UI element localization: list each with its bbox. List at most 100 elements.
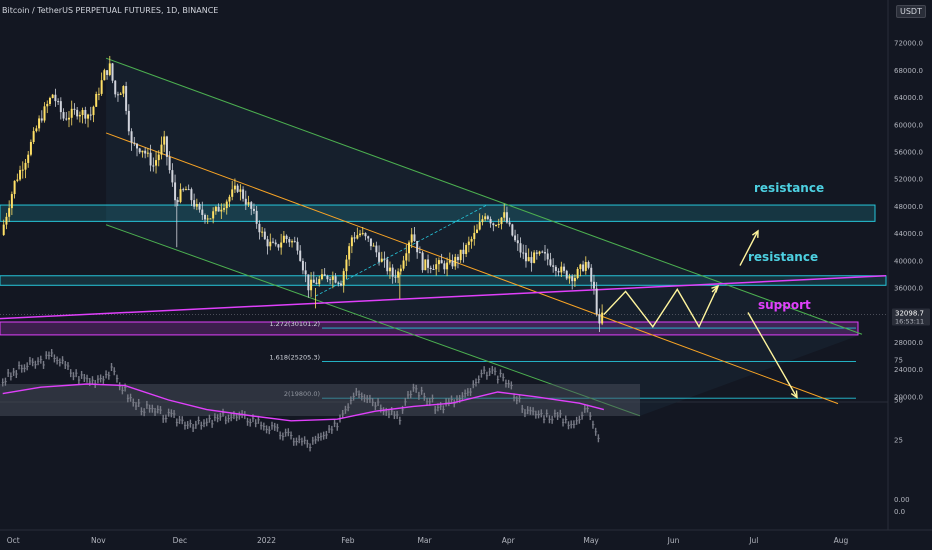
projection-path [603,285,719,329]
candle-down [138,148,141,153]
candle-down [125,86,128,111]
candle-down [546,253,549,260]
candle-up [500,217,503,225]
price-axis-label: 56000.0 [894,149,923,157]
candle-down [563,266,566,271]
candle-down [198,204,201,210]
candle-up [48,97,51,104]
candle-down [432,269,435,271]
candle-down [323,274,326,276]
candle-down [334,276,337,283]
candle-up [497,224,500,226]
currency-badge[interactable]: USDT [896,5,926,18]
candle-down [557,270,560,273]
candle-down [375,245,378,253]
candle-up [437,260,440,265]
price-axis-label: 24000.0 [894,366,923,374]
candle-down [462,249,465,254]
candle-up [310,279,313,291]
candle-down [244,198,247,205]
candle-down [587,261,590,268]
current-price-value: 32098.7 [895,310,924,318]
candle-up [356,235,359,239]
candle-down [255,210,258,224]
candle-down [592,281,595,289]
candle-up [503,212,506,218]
candle-down [73,108,76,110]
candle-down [326,275,329,280]
candle-up [348,246,351,260]
candle-down [40,118,43,121]
candle-down [544,252,546,254]
candle-down [427,259,430,268]
candle-down [187,189,190,191]
candle-up [465,245,468,254]
time-axis-label: 2022 [257,536,276,545]
price-axis-label: 40000.0 [894,257,923,265]
candle-down [182,189,185,191]
candle-down [598,314,601,324]
candle-up [424,259,427,271]
rsi-axis-label: 50 [894,397,903,405]
candle-up [2,224,5,235]
candle-down [552,265,555,267]
candle-up [8,208,11,217]
candle-down [266,239,269,247]
price-axis-label: 28000.0 [894,339,923,347]
price-axis-label: 60000.0 [894,121,923,129]
candle-up [481,219,484,223]
candle-up [228,196,231,202]
candle-up [402,260,405,269]
candle-down [590,267,593,282]
price-axis-label: 20000.0 [894,393,923,401]
candle-up [10,194,13,209]
candle-up [576,268,579,279]
time-axis-label: Dec [173,536,188,545]
candle-down [451,260,454,267]
candle-down [416,241,419,253]
candle-down [136,143,138,149]
candle-down [57,101,60,103]
candle-down [111,63,114,81]
candle-up [239,189,242,192]
fib-label: 1.618(25205.3) [269,353,320,361]
candle-down [217,206,220,212]
time-axis-label: Mar [417,536,432,545]
candle-down [285,235,288,240]
candle-down [252,208,255,211]
candle-down [522,252,525,254]
candle-down [443,263,446,270]
candle-down [176,200,179,202]
candle-down [277,244,280,248]
candle-up [43,106,46,121]
price-axis-label: 48000.0 [894,203,923,211]
candle-up [467,241,470,246]
candle-down [201,209,204,215]
candle-up [568,276,571,279]
time-axis-label: Jun [667,536,680,545]
channel-upper-line [105,57,863,335]
candle-up [446,262,449,270]
candle-down [418,252,421,254]
candle-down [554,266,557,271]
candle-down [519,243,522,253]
candle-down [489,218,492,224]
rsi-band [0,384,640,416]
candle-down [168,156,171,171]
candle-down [149,152,152,166]
candle-down [174,182,177,201]
candle-down [312,279,315,283]
candle-down [288,239,291,243]
candle-up [119,93,122,95]
candle-down [130,131,133,143]
candle-up [247,202,250,205]
candle-up [473,232,476,240]
candle-up [225,201,228,209]
candle-down [144,150,147,154]
candle-up [408,242,410,254]
candle-down [190,189,193,201]
candle-up [399,268,402,272]
